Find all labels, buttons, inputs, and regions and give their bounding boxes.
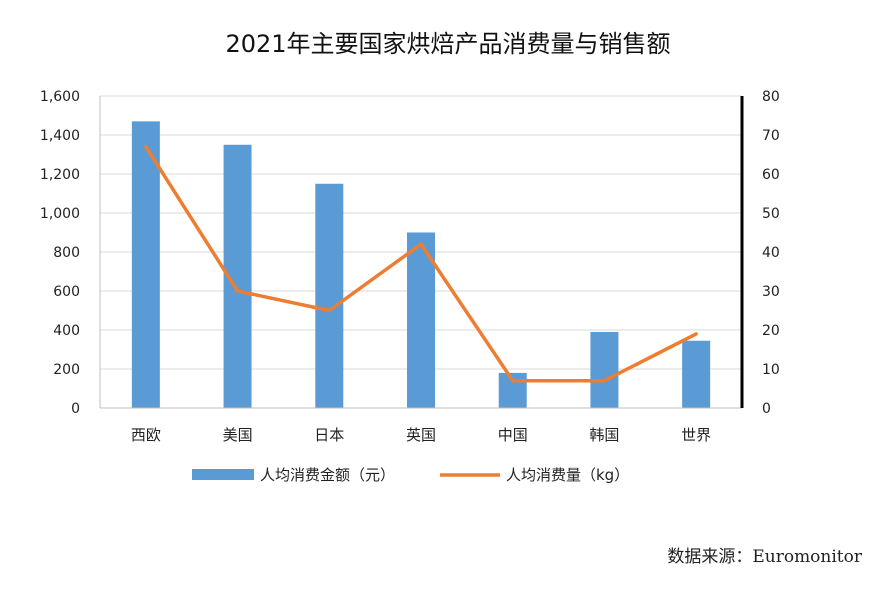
y-right-tick-label: 20 <box>762 323 780 339</box>
x-tick-label: 中国 <box>498 426 528 444</box>
y-left-tick-label: 1,400 <box>40 128 80 144</box>
legend-bar-swatch <box>192 469 254 480</box>
y-right-tick-label: 30 <box>762 284 780 300</box>
y-left-tick-label: 0 <box>71 401 80 417</box>
bar <box>590 331 619 408</box>
bar <box>315 183 344 408</box>
legend: 人均消费金额（元） 人均消费量（kg） <box>192 466 629 484</box>
y-left-tick-label: 800 <box>53 245 80 261</box>
y-left-tick-label: 1,200 <box>40 167 80 183</box>
y-left-tick-label: 400 <box>53 323 80 339</box>
y-right-tick-label: 60 <box>762 167 780 183</box>
chart-title: 2021年主要国家烘焙产品消费量与销售额 <box>225 30 670 58</box>
y-left-tick-label: 600 <box>53 284 80 300</box>
y-left-tick-label: 1,000 <box>40 206 80 222</box>
x-tick-label: 世界 <box>681 426 711 444</box>
source-note: 数据来源：Euromonitor <box>667 547 863 567</box>
x-tick-label: 韩国 <box>589 426 619 444</box>
x-tick-label: 英国 <box>406 426 436 444</box>
x-tick-label: 美国 <box>223 426 253 444</box>
y-left-tick-label: 200 <box>53 362 80 378</box>
legend-bar-label: 人均消费金额（元） <box>260 466 395 484</box>
bar <box>682 340 711 408</box>
axes: 0 200 400 600 800 1,000 1,200 1,400 1,600 0 10 20 30… <box>40 89 780 444</box>
legend-line-label: 人均消费量（kg） <box>506 466 629 484</box>
x-tick-label: 日本 <box>314 426 344 444</box>
y-left-tick-label: 1,600 <box>40 89 80 105</box>
bar-series <box>131 121 711 408</box>
series-line <box>144 144 698 383</box>
y-right-tick-label: 10 <box>762 362 780 378</box>
y-right-tick-label: 70 <box>762 128 780 144</box>
line-series <box>144 144 698 383</box>
bar <box>407 232 435 408</box>
y-right-tick-label: 50 <box>762 206 780 222</box>
y-right-tick-label: 80 <box>762 89 780 105</box>
y-right-tick-label: 40 <box>762 245 780 261</box>
x-tick-label: 西欧 <box>131 426 161 444</box>
bar <box>131 121 160 408</box>
y-right-tick-label: 0 <box>762 401 771 417</box>
